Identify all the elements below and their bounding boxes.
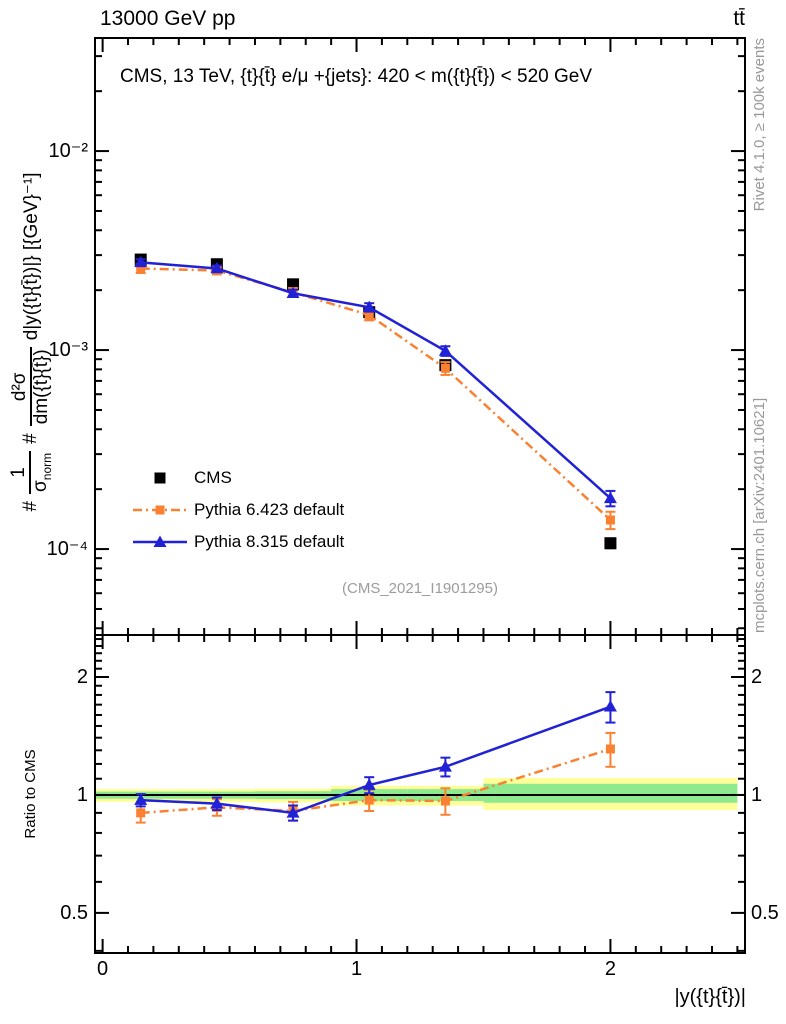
analysis-annotation: CMS, 13 TeV, {t}{t̄} e/μ +{jets}: 420 < … bbox=[120, 66, 593, 87]
x-tick-label: 0 bbox=[97, 958, 109, 980]
analysis-id-watermark: (CMS_2021_I1901295) bbox=[342, 580, 498, 597]
pythia8-marker bbox=[286, 286, 300, 299]
pythia6-marker bbox=[364, 310, 374, 320]
pythia8-marker bbox=[438, 344, 452, 356]
pythia6-marker bbox=[440, 363, 450, 373]
pythia8-marker bbox=[603, 491, 617, 504]
x-tick-label: 2 bbox=[604, 958, 616, 980]
ylabel-suffix: d|y({t}{t̄})|} [{GeV}⁻¹] bbox=[20, 172, 42, 341]
main-y-tick-label: 10⁻² bbox=[48, 140, 88, 163]
pythia8_ratio-line bbox=[140, 705, 611, 815]
ylabel-hash-1: # bbox=[20, 500, 41, 512]
legend-item-pythia8: Pythia 8.315 default bbox=[133, 526, 344, 558]
ylabel-frac1-denominator: σnorm bbox=[30, 452, 54, 492]
pythia6-line bbox=[140, 267, 612, 521]
legend-label-pythia6: Pythia 6.423 default bbox=[194, 500, 345, 519]
pythia6-marker-icon bbox=[133, 505, 187, 515]
pythia8_ratio-marker bbox=[603, 700, 617, 712]
uncertainty-band-green bbox=[483, 783, 738, 803]
x-tick-label: 1 bbox=[350, 958, 363, 980]
ratio-y-tick-label-right: 2 bbox=[751, 666, 763, 688]
ylabel-hash-2: # bbox=[20, 433, 41, 444]
pythia8-line bbox=[140, 261, 612, 500]
pythia6_ratio-marker bbox=[364, 795, 374, 805]
pythia8-marker bbox=[134, 255, 148, 268]
pythia8_ratio-marker bbox=[438, 760, 452, 772]
legend-label-cms: CMS bbox=[194, 468, 232, 487]
pythia6_ratio-marker bbox=[440, 796, 450, 806]
pythia6-marker bbox=[605, 515, 615, 525]
cms-marker-icon bbox=[154, 472, 166, 484]
ratio-y-tick-label-right: 0.5 bbox=[751, 901, 779, 924]
pythia8-marker-icon bbox=[133, 535, 187, 547]
ylabel-frac1-numerator: 1 bbox=[8, 450, 32, 494]
x-axis-label: |y({t}{t̄})| bbox=[674, 986, 746, 1008]
pythia6_ratio-line bbox=[140, 747, 611, 815]
pythia6-marker bbox=[136, 263, 146, 273]
beam-energy-title: 13000 GeV pp bbox=[100, 7, 236, 30]
legend-item-pythia6: Pythia 6.423 default bbox=[133, 494, 344, 526]
legend: CMS Pythia 6.423 default Pythia 8.315 de… bbox=[133, 462, 344, 558]
ratio-y-tick-label-right: 1 bbox=[751, 783, 763, 806]
ylabel-fraction-norm: 1 σnorm bbox=[8, 450, 54, 494]
pythia6_ratio-marker bbox=[605, 744, 615, 754]
ratio-y-tick-label: 1 bbox=[76, 783, 88, 806]
ratio-y-tick-label: 0.5 bbox=[60, 901, 88, 924]
legend-label-pythia8: Pythia 8.315 default bbox=[194, 532, 345, 551]
main-y-tick-label: 10⁻⁴ bbox=[46, 538, 88, 561]
legend-item-cms: CMS bbox=[133, 462, 344, 494]
ratio-y-tick-label: 2 bbox=[76, 666, 88, 688]
pythia8_ratio-marker bbox=[134, 793, 148, 805]
main-y-tick-label: 10⁻³ bbox=[48, 339, 88, 362]
pythia8-marker bbox=[210, 261, 224, 274]
cms-marker bbox=[604, 537, 617, 550]
pythia6_ratio-marker bbox=[136, 808, 146, 818]
pythia8_ratio-marker bbox=[210, 797, 224, 809]
process-title: tt̄ bbox=[733, 7, 745, 30]
pythia8_ratio-marker bbox=[286, 806, 300, 818]
pythia8-marker bbox=[362, 300, 376, 313]
mcplots-arxiv-note: mcplots.cern.ch [arXiv:2401.10621] bbox=[751, 397, 768, 633]
pythia8_ratio-marker bbox=[362, 778, 376, 790]
